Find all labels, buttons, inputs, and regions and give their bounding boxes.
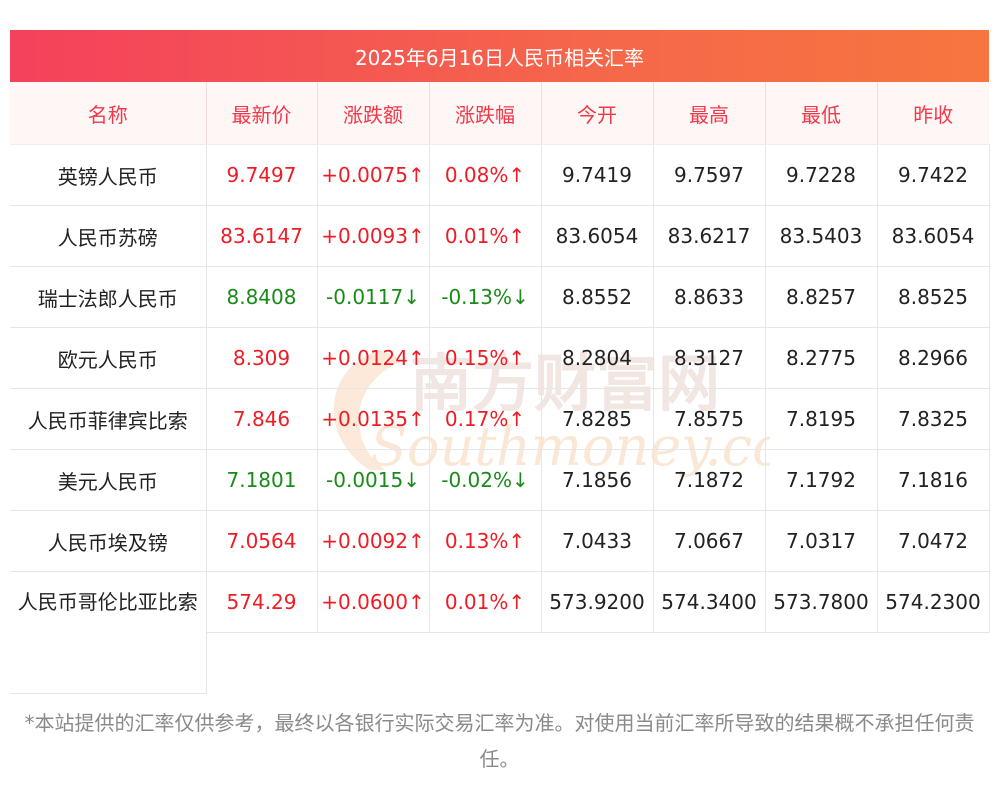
cell-latest: 7.846 [206,388,318,450]
cell-high: 7.1872 [653,449,766,511]
cell-low: 8.2775 [765,327,878,389]
cell-high: 574.3400 [653,571,766,633]
cell-latest: 7.0564 [206,510,318,572]
cell-prev-close: 574.2300 [877,571,990,633]
disclaimer: *本站提供的汇率仅供参考，最终以各银行实际交易汇率为准。对使用当前汇率所导致的结… [24,711,975,771]
header-change-pct: 涨跌幅 [429,82,542,145]
cell-latest: 574.29 [206,571,318,633]
cell-name: 欧元人民币 [10,327,207,389]
cell-change: -0.0117↓ [317,266,430,328]
header-latest: 最新价 [206,82,318,145]
cell-change: +0.0124↑ [317,327,430,389]
cell-name: 人民币苏磅 [10,205,207,267]
cell-change-pct: 0.13%↑ [429,510,542,572]
cell-open: 7.0433 [541,510,654,572]
cell-low: 7.1792 [765,449,878,511]
cell-change: +0.0092↑ [317,510,430,572]
cell-open: 83.6054 [541,205,654,267]
cell-high: 8.8633 [653,266,766,328]
cell-change-pct: -0.13%↓ [429,266,542,328]
table-row: 瑞士法郎人民币 8.8408 -0.0117↓ -0.13%↓ 8.8552 8.8633… [10,266,990,328]
header-row: 名称 最新价 涨跌额 涨跌幅 今开 最高 最低 昨收 [10,82,989,145]
cell-low: 7.0317 [765,510,878,572]
cell-latest: 9.7497 [206,144,318,206]
cell-change: +0.0135↑ [317,388,430,450]
cell-name: 英镑人民币 [10,144,207,206]
cell-prev-close: 8.8525 [877,266,990,328]
table-title: 2025年6月16日人民币相关汇率 [10,30,989,82]
header-name: 名称 [10,82,207,145]
cell-high: 7.0667 [653,510,766,572]
cell-prev-close: 7.0472 [877,510,990,572]
cell-change: -0.0015↓ [317,449,430,511]
header-prev-close: 昨收 [877,82,989,145]
empty-cell [206,633,989,694]
cell-change-pct: -0.02%↓ [429,449,542,511]
cell-change-pct: 0.01%↑ [429,205,542,267]
cell-change: +0.0093↑ [317,205,430,267]
cell-high: 8.3127 [653,327,766,389]
cell-change-pct: 0.15%↑ [429,327,542,389]
cell-change-pct: 0.17%↑ [429,388,542,450]
table-row: 美元人民币 7.1801 -0.0015↓ -0.02%↓ 7.1856 7.1872 7.… [10,449,990,511]
cell-high: 83.6217 [653,205,766,267]
cell-change: +0.0075↑ [317,144,430,206]
cell-high: 7.8575 [653,388,766,450]
cell-prev-close: 7.8325 [877,388,990,450]
cell-low: 7.8195 [765,388,878,450]
header-low: 最低 [765,82,878,145]
header-high: 最高 [653,82,766,145]
table-row: 英镑人民币 9.7497 +0.0075↑ 0.08%↑ 9.7419 9.7597 9.7… [10,144,990,206]
cell-open: 573.9200 [541,571,654,633]
cell-open: 8.2804 [541,327,654,389]
cell-latest: 83.6147 [206,205,318,267]
table-row: 人民币菲律宾比索 7.846 +0.0135↑ 0.17%↑ 7.8285 7.8575 7… [10,388,990,450]
cell-low: 83.5403 [765,205,878,267]
cell-name: 美元人民币 [10,449,207,511]
rate-table: 名称 最新价 涨跌额 涨跌幅 今开 最高 最低 昨收 英镑人民币 9.7497 +0… [10,82,990,694]
cell-open: 7.1856 [541,449,654,511]
cell-name: 人民币哥伦比亚比索 [10,571,207,694]
header-open: 今开 [541,82,654,145]
cell-latest: 7.1801 [206,449,318,511]
cell-prev-close: 83.6054 [877,205,990,267]
cell-change-pct: 0.01%↑ [429,571,542,633]
cell-prev-close: 9.7422 [877,144,990,206]
table-row: 人民币哥伦比亚比索 574.29 +0.0600↑ 0.01%↑ 573.9200 574… [10,571,990,694]
header-change: 涨跌额 [317,82,430,145]
cell-latest: 8.309 [206,327,318,389]
cell-open: 7.8285 [541,388,654,450]
cell-name: 人民币埃及镑 [10,510,207,572]
cell-change-pct: 0.08%↑ [429,144,542,206]
cell-low: 8.8257 [765,266,878,328]
cell-change: +0.0600↑ [317,571,430,633]
table-row: 人民币埃及镑 7.0564 +0.0092↑ 0.13%↑ 7.0433 7.0667 7.… [10,510,990,572]
cell-latest: 8.8408 [206,266,318,328]
rate-table-container: 2025年6月16日人民币相关汇率 名称 最新价 涨跌额 涨跌幅 今开 最高 最… [10,30,990,694]
cell-open: 8.8552 [541,266,654,328]
cell-low: 573.7800 [765,571,878,633]
table-row: 欧元人民币 8.309 +0.0124↑ 0.15%↑ 8.2804 8.3127 8.27… [10,327,990,389]
cell-prev-close: 7.1816 [877,449,990,511]
cell-prev-close: 8.2966 [877,327,990,389]
cell-low: 9.7228 [765,144,878,206]
cell-open: 9.7419 [541,144,654,206]
cell-name: 瑞士法郎人民币 [10,266,207,328]
cell-high: 9.7597 [653,144,766,206]
cell-name: 人民币菲律宾比索 [10,388,207,450]
table-row: 人民币苏磅 83.6147 +0.0093↑ 0.01%↑ 83.6054 83.6217… [10,205,990,267]
